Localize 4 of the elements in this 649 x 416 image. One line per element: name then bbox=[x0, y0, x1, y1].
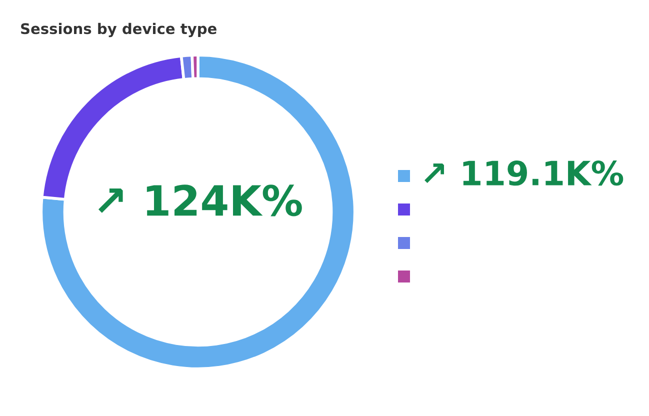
donut-slice bbox=[40, 54, 356, 370]
text: ↗ 124K% bbox=[98, 184, 302, 216]
chart-title: Sessions by device type bbox=[21, 22, 216, 38]
text: ↗ 119.1K% bbox=[424, 160, 624, 186]
